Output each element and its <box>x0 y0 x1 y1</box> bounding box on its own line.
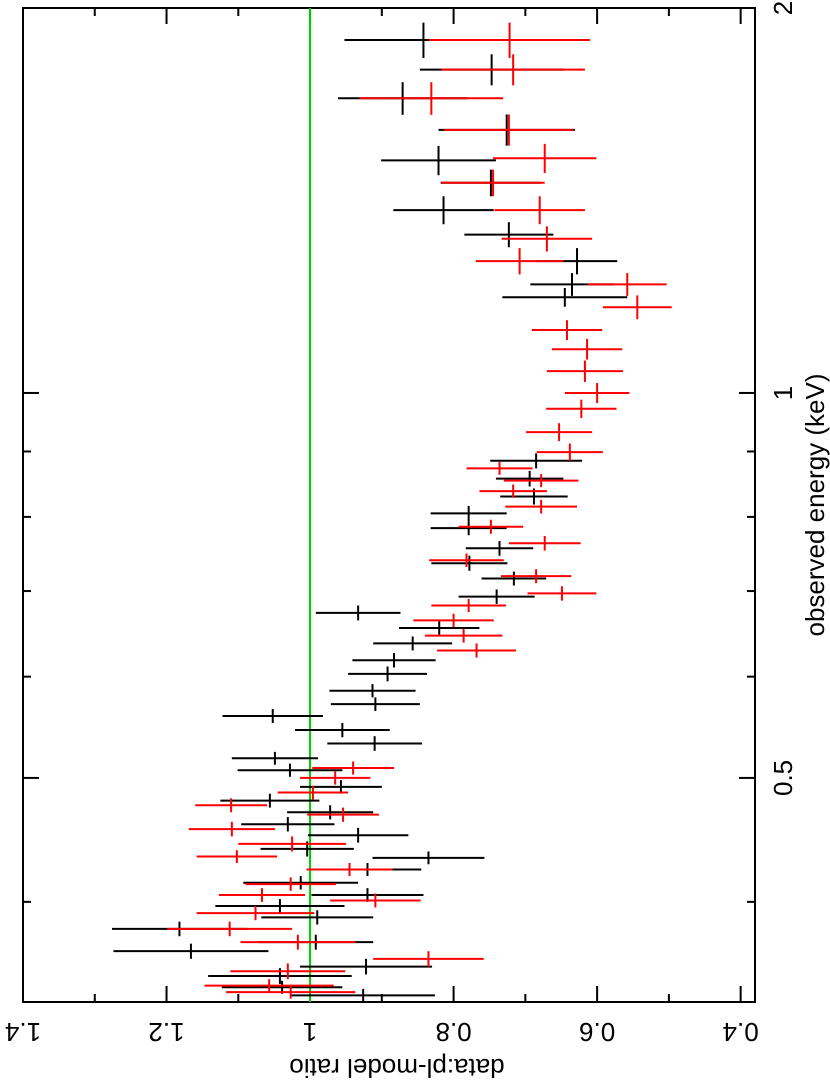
y-axis-label: data:pl-model ratio <box>289 1053 504 1083</box>
y-tick-label: 0.6 <box>579 1017 615 1047</box>
x-tick-label: 2 <box>768 1 798 15</box>
x-axis-label: observed energy (keV) <box>800 373 830 636</box>
x-tick-label: 1 <box>768 386 798 400</box>
y-tick-label: 1 <box>303 1017 317 1047</box>
y-tick-label: 1.2 <box>148 1017 184 1047</box>
y-tick-label: 0.8 <box>436 1017 472 1047</box>
y-tick-label: 0.4 <box>723 1017 759 1047</box>
x-tick-label: 0.5 <box>768 760 798 796</box>
y-tick-label: 1.4 <box>5 1017 41 1047</box>
plot-frame <box>22 7 756 1003</box>
